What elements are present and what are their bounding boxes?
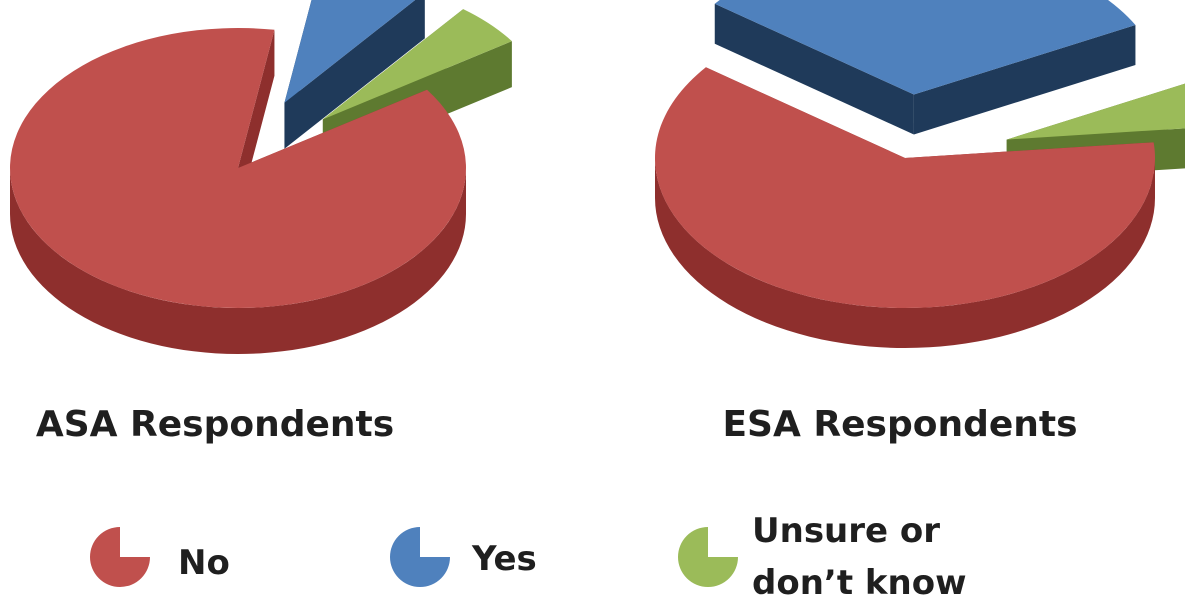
legend-label-yes: Yes [471, 539, 537, 579]
asa-pie-chart [10, 0, 512, 354]
unsure-legend-icon [678, 527, 738, 587]
asa-chart-title: ASA Respondents [36, 404, 394, 445]
legend-item-yes: Yes [390, 527, 537, 587]
asa-slice-no [10, 28, 467, 354]
legend-item-unsure: Unsure or don’t know [678, 511, 967, 603]
no-legend-icon [90, 527, 150, 587]
esa-pie-chart [655, 0, 1185, 348]
legend-label-unsure-line-1: Unsure or [752, 511, 940, 551]
yes-legend-icon [390, 527, 450, 587]
esa-slice-no [655, 67, 1155, 348]
legend-label-unsure-line-2: don’t know [752, 563, 967, 603]
legend-label-no: No [178, 543, 230, 583]
esa-slice-yes [714, 0, 1136, 135]
legend: No Yes Unsure or don’t know [90, 511, 967, 603]
esa-chart-title: ESA Respondents [722, 404, 1077, 445]
asa-slice-yes [284, 0, 425, 149]
legend-item-no: No [90, 527, 230, 587]
